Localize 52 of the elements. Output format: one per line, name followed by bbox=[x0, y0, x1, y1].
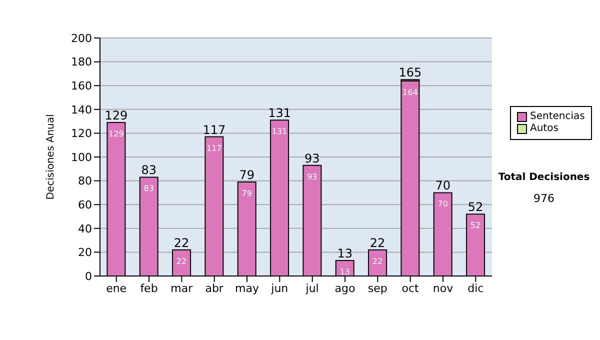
total-label: 129 bbox=[104, 108, 128, 122]
total-label: 165 bbox=[398, 66, 422, 80]
total-label: 13 bbox=[337, 246, 352, 261]
data-label: 22 bbox=[372, 256, 383, 266]
x-tick-label: ene bbox=[106, 282, 127, 295]
x-tick-label: abr bbox=[205, 282, 224, 295]
y-tick-label: 120 bbox=[71, 127, 92, 140]
y-tick-label: 0 bbox=[85, 270, 92, 283]
total-label: 93 bbox=[304, 151, 320, 166]
data-label: 117 bbox=[206, 144, 222, 153]
data-label: 131 bbox=[272, 127, 288, 136]
y-tick-label: 20 bbox=[78, 246, 92, 260]
data-label: 70 bbox=[438, 200, 448, 209]
y-tick-label: 40 bbox=[78, 222, 92, 236]
x-tick-label: jul bbox=[304, 282, 319, 295]
y-tick-label: 140 bbox=[71, 103, 92, 116]
x-tick-label: dic bbox=[468, 282, 484, 295]
total-label: 22 bbox=[174, 236, 190, 250]
text: Total Decisiones bbox=[497, 172, 591, 183]
x-tick-label: mar bbox=[170, 282, 194, 295]
total-label: 52 bbox=[468, 200, 484, 214]
data-label: 129 bbox=[108, 129, 124, 138]
text: 976 bbox=[532, 192, 556, 205]
y-tick-label: 80 bbox=[78, 174, 92, 188]
legend-label: Autos bbox=[530, 123, 558, 135]
y-tick-label: 160 bbox=[71, 80, 92, 93]
data-label: 22 bbox=[176, 256, 187, 266]
total-label: 70 bbox=[435, 178, 450, 193]
x-tick-label: oct bbox=[402, 282, 420, 295]
data-label: 83 bbox=[144, 184, 154, 194]
data-label: 13 bbox=[340, 268, 350, 277]
y-tick-label: 60 bbox=[78, 198, 92, 212]
total-label: 22 bbox=[370, 236, 386, 250]
data-label: 52 bbox=[470, 221, 481, 230]
y-tick-label: 200 bbox=[71, 32, 92, 45]
total-label: 131 bbox=[268, 106, 291, 120]
y-axis-title: Decisiones Anual bbox=[46, 114, 57, 200]
y-tick-label: 100 bbox=[71, 150, 92, 164]
data-label: 93 bbox=[307, 172, 318, 182]
y-tick-label: 180 bbox=[71, 56, 92, 69]
total-label: 79 bbox=[239, 168, 254, 182]
x-tick-label: may bbox=[235, 282, 260, 295]
legend-label: Sentencias bbox=[530, 111, 585, 123]
total-label: 83 bbox=[141, 163, 156, 178]
x-tick-label: nov bbox=[432, 282, 454, 295]
x-tick-label: feb bbox=[140, 282, 158, 295]
total-label: 117 bbox=[202, 122, 226, 137]
x-tick-label: ago bbox=[334, 282, 356, 295]
x-tick-label: jun bbox=[270, 282, 288, 295]
data-label: 79 bbox=[242, 188, 252, 198]
data-label: 164 bbox=[402, 88, 418, 97]
x-tick-label: sep bbox=[368, 282, 388, 295]
